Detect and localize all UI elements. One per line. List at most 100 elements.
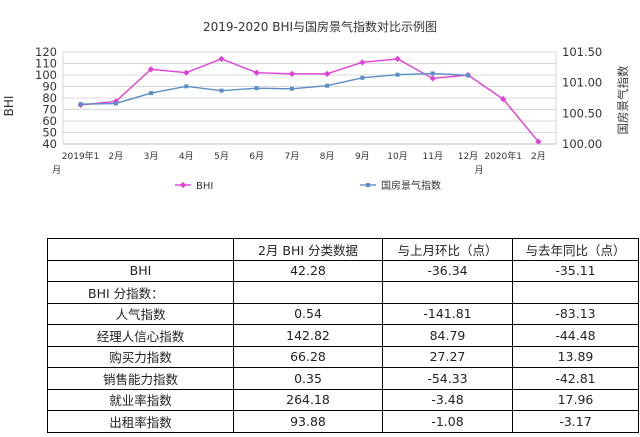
table-row: 出租率指数 93.88 -1.08 -3.17 xyxy=(47,410,639,433)
x-tick-label: 4月 xyxy=(179,151,194,162)
x-tick-label: 12月 xyxy=(458,151,478,162)
x-tick-label: 10月 xyxy=(387,151,407,162)
x-tick-label: 11月 xyxy=(423,151,443,162)
x-tick-label: 2月 xyxy=(108,151,123,162)
bhi-point xyxy=(288,70,296,77)
value-feb-bhi: 93.88 xyxy=(233,410,383,433)
row-label: 购买力指数 xyxy=(47,345,234,368)
housing-index-point xyxy=(325,83,330,88)
y-left-tick-label: 110 xyxy=(35,57,57,71)
row-label: 就业率指数 xyxy=(47,388,234,411)
value-feb-bhi: 142.82 xyxy=(233,324,383,347)
housing-index-point xyxy=(184,84,189,89)
housing-index-point xyxy=(430,71,435,76)
table-row: 人气指数 0.54 -141.81 -83.13 xyxy=(47,302,639,325)
row-label: 人气指数 xyxy=(47,302,234,325)
value-mom-change: 27.27 xyxy=(382,345,513,368)
housing-index-point xyxy=(149,91,154,96)
value-feb-bhi: 264.18 xyxy=(233,388,383,411)
value-yoy-change: -44.48 xyxy=(512,324,639,347)
housing-index-point xyxy=(465,73,470,78)
table-row: BHI 42.28 -36.34 -35.11 xyxy=(47,259,639,282)
value-mom-change: 84.79 xyxy=(382,324,513,347)
chart-title: 2019-2020 BHI与国房景气指数对比示例图 xyxy=(203,19,437,34)
y-left-tick-label: 50 xyxy=(42,126,57,140)
value-feb-bhi: 66.28 xyxy=(233,345,383,368)
x-tick-label: 9月 xyxy=(355,151,370,162)
row-label: BHI xyxy=(47,259,234,282)
table-row: 就业率指数 264.18 -3.48 17.96 xyxy=(47,388,639,411)
bhi-point xyxy=(183,69,190,76)
value-yoy-change: -83.13 xyxy=(512,302,639,325)
value-feb-bhi xyxy=(233,281,383,304)
bhi-data-table: 2月 BHI 分类数据 与上月环比（点） 与去年同比（点） BHI 42.28 -36.3… xyxy=(47,238,639,433)
value-yoy-change: -3.17 xyxy=(512,410,639,433)
x-tick-label: 7月 xyxy=(285,151,300,162)
y-left-tick-label: 80 xyxy=(42,91,57,105)
series-line-housing-index xyxy=(80,72,469,105)
row-label: 出租率指数 xyxy=(47,410,234,433)
y-right-axis-title: 国房景气指数 xyxy=(616,65,630,134)
legend-label: BHI xyxy=(196,181,213,192)
table-header-cell: 2月 BHI 分类数据 xyxy=(233,238,383,261)
housing-index-point xyxy=(113,101,118,106)
dual-axis-line-chart: 2019-2020 BHI与国房景气指数对比示例图405060708090100… xyxy=(2,19,630,192)
row-label: 销售能力指数 xyxy=(47,367,234,390)
x-tick-label: 3月 xyxy=(144,151,159,162)
table-header-cell xyxy=(47,238,234,261)
bhi-point xyxy=(394,55,401,63)
value-yoy-change: 13.89 xyxy=(512,345,639,368)
housing-index-point xyxy=(289,86,294,91)
x-tick-label: 2月 xyxy=(531,151,546,162)
value-yoy-change: 17.96 xyxy=(512,388,639,411)
x-tick-label: 5月 xyxy=(214,151,229,162)
y-left-tick-label: 100 xyxy=(35,68,57,82)
value-yoy-change xyxy=(512,281,639,304)
x-tick-label: 2020年1 月 xyxy=(475,150,522,176)
value-yoy-change: -42.81 xyxy=(512,367,639,390)
value-mom-change: -54.33 xyxy=(382,367,513,390)
housing-index-point xyxy=(78,102,83,107)
table-row: 购买力指数 66.28 27.27 13.89 xyxy=(47,345,639,368)
housing-index-point xyxy=(254,86,259,91)
legend-marker xyxy=(366,183,370,187)
table-row: 经理人信心指数 142.82 84.79 -44.48 xyxy=(47,324,639,347)
value-mom-change: -3.48 xyxy=(382,388,513,411)
y-right-tick-label: 100.00 xyxy=(562,137,602,151)
y-left-tick-label: 40 xyxy=(42,137,57,151)
table-header-row: 2月 BHI 分类数据 与上月环比（点） 与去年同比（点） xyxy=(47,238,639,261)
value-mom-change: -36.34 xyxy=(382,259,513,282)
y-left-tick-label: 70 xyxy=(42,103,57,117)
value-mom-change xyxy=(382,281,513,304)
housing-index-point xyxy=(360,75,365,80)
y-left-axis-title: BHI xyxy=(2,96,16,117)
value-feb-bhi: 0.54 xyxy=(233,302,383,325)
x-tick-label: 2019年1 月 xyxy=(52,150,99,176)
table-header-cell: 与去年同比（点） xyxy=(512,238,639,261)
y-right-tick-label: 101.00 xyxy=(562,76,602,90)
bhi-point xyxy=(218,55,225,63)
legend-label: 国房景气指数 xyxy=(381,179,441,192)
x-tick-label: 6月 xyxy=(249,151,264,162)
value-yoy-change: -35.11 xyxy=(512,259,639,282)
value-feb-bhi: 0.35 xyxy=(233,367,383,390)
value-mom-change: -1.08 xyxy=(382,410,513,433)
housing-index-point xyxy=(219,88,224,93)
bhi-point xyxy=(147,66,155,73)
y-left-tick-label: 120 xyxy=(35,45,57,59)
housing-index-point xyxy=(395,72,400,77)
value-mom-change: -141.81 xyxy=(382,302,513,325)
row-label: BHI 分指数： xyxy=(47,281,234,304)
x-tick-label: 8月 xyxy=(320,151,335,162)
y-right-tick-label: 101.50 xyxy=(562,45,602,59)
value-feb-bhi: 42.28 xyxy=(233,259,383,282)
bhi-point xyxy=(429,75,436,82)
bhi-point xyxy=(323,70,331,77)
legend-marker xyxy=(179,181,187,189)
y-right-tick-label: 100.50 xyxy=(562,106,602,120)
series-line-bhi xyxy=(80,58,539,143)
y-left-tick-label: 60 xyxy=(42,114,57,128)
y-left-tick-label: 90 xyxy=(42,80,57,94)
bhi-point xyxy=(253,69,260,76)
row-label: 经理人信心指数 xyxy=(47,324,234,347)
